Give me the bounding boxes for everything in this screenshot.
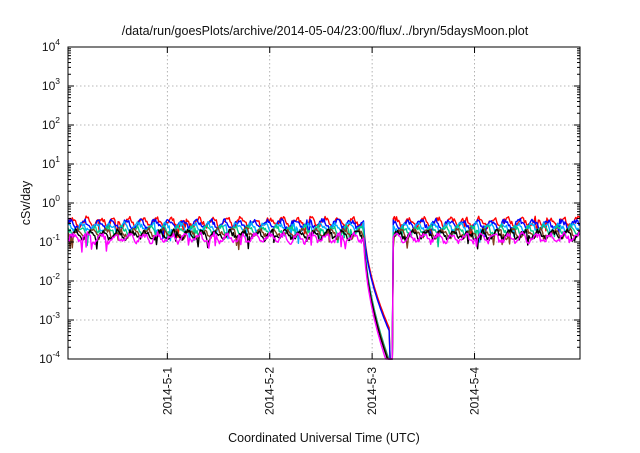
series-layer <box>67 215 581 360</box>
x-axis-label: Coordinated Universal Time (UTC) <box>228 431 420 445</box>
series-line <box>67 226 581 360</box>
series-line <box>67 228 581 360</box>
y-tick-label: 10-1 <box>39 232 60 249</box>
y-tick-label: 103 <box>42 76 60 93</box>
grid-layer <box>68 47 580 359</box>
tick-layer: 10-4 10-3 10-2 10-1 100 101 102 103 104 2014-5-1 2… <box>39 37 580 415</box>
y-tick-label: 10-4 <box>39 349 60 366</box>
y-tick-label: 10-2 <box>39 271 60 288</box>
x-tick-label: 2014-5-1 <box>160 367 174 415</box>
x-tick-label: 2014-5-4 <box>468 367 482 415</box>
y-tick-label: 102 <box>42 115 60 132</box>
y-tick-label: 101 <box>42 154 60 171</box>
y-axis-label: cSv/day <box>19 180 33 225</box>
y-tick-label: 100 <box>42 193 60 210</box>
chart-title: /data/run/goesPlots/archive/2014-05-04/2… <box>122 24 529 38</box>
series-line <box>67 231 581 360</box>
y-tick-label: 104 <box>42 37 60 54</box>
x-tick-label: 2014-5-3 <box>365 367 379 415</box>
series-line <box>67 223 581 360</box>
series-line <box>67 217 581 360</box>
y-tick-label: 10-3 <box>39 310 60 327</box>
x-tick-label: 2014-5-2 <box>263 367 277 415</box>
